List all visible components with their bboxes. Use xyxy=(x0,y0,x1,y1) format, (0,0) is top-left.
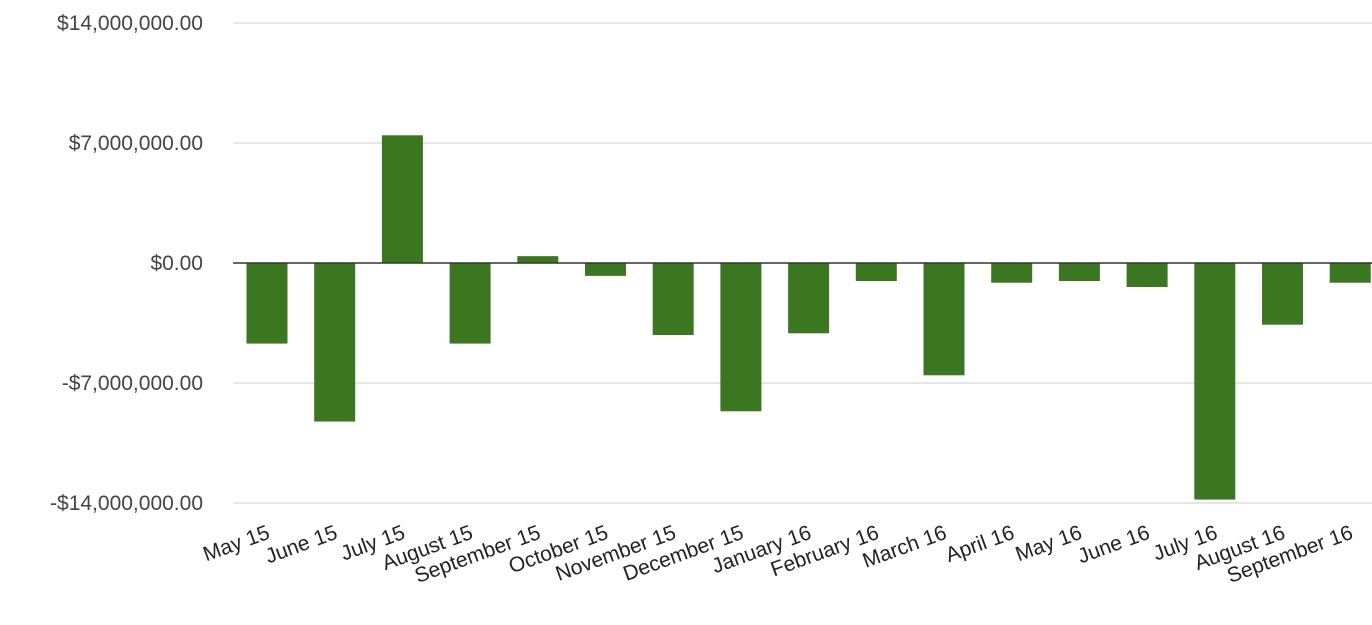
x-category-label: May 16 xyxy=(1013,521,1086,566)
y-tick-label: -$7,000,000.00 xyxy=(62,372,203,395)
bar xyxy=(652,263,694,335)
bar xyxy=(1194,263,1236,500)
bar xyxy=(381,135,423,263)
x-category-label: June 15 xyxy=(262,521,340,568)
bar xyxy=(585,263,626,276)
y-tick-label: $0.00 xyxy=(150,252,203,275)
bar xyxy=(1058,263,1100,281)
y-tick-label: $7,000,000.00 xyxy=(69,132,203,155)
bar xyxy=(314,263,356,422)
bar xyxy=(788,263,830,334)
bars xyxy=(246,135,1371,500)
bar xyxy=(1262,263,1303,325)
y-axis-tick-labels: $14,000,000.00 $7,000,000.00 $0.00 -$7,000,… xyxy=(50,12,203,515)
bar xyxy=(923,263,965,376)
bar xyxy=(991,263,1033,283)
y-tick-label: -$14,000,000.00 xyxy=(50,492,203,515)
x-category-label: May 15 xyxy=(200,521,273,566)
bar xyxy=(720,263,762,412)
bar xyxy=(246,263,288,344)
x-category-label: April 16 xyxy=(943,521,1018,567)
bar xyxy=(1126,263,1168,287)
y-tick-label: $14,000,000.00 xyxy=(57,12,203,35)
bar xyxy=(855,263,897,281)
bar xyxy=(1329,263,1371,283)
bar xyxy=(449,263,491,344)
x-category-label: June 16 xyxy=(1075,521,1153,568)
bar xyxy=(517,256,559,263)
